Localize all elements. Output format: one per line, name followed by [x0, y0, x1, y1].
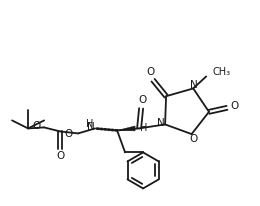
Text: O: O — [190, 134, 198, 144]
Text: O: O — [231, 101, 239, 111]
Text: O: O — [138, 95, 146, 105]
Text: H: H — [86, 119, 93, 129]
Text: N: N — [190, 81, 198, 90]
Text: N: N — [157, 118, 165, 128]
Text: O: O — [56, 151, 64, 162]
Text: O: O — [146, 67, 154, 77]
Text: O: O — [65, 129, 73, 139]
Text: CH₃: CH₃ — [212, 67, 230, 77]
Text: H: H — [140, 123, 147, 133]
Polygon shape — [117, 126, 135, 131]
Text: O: O — [33, 121, 41, 131]
Text: N: N — [87, 122, 95, 132]
